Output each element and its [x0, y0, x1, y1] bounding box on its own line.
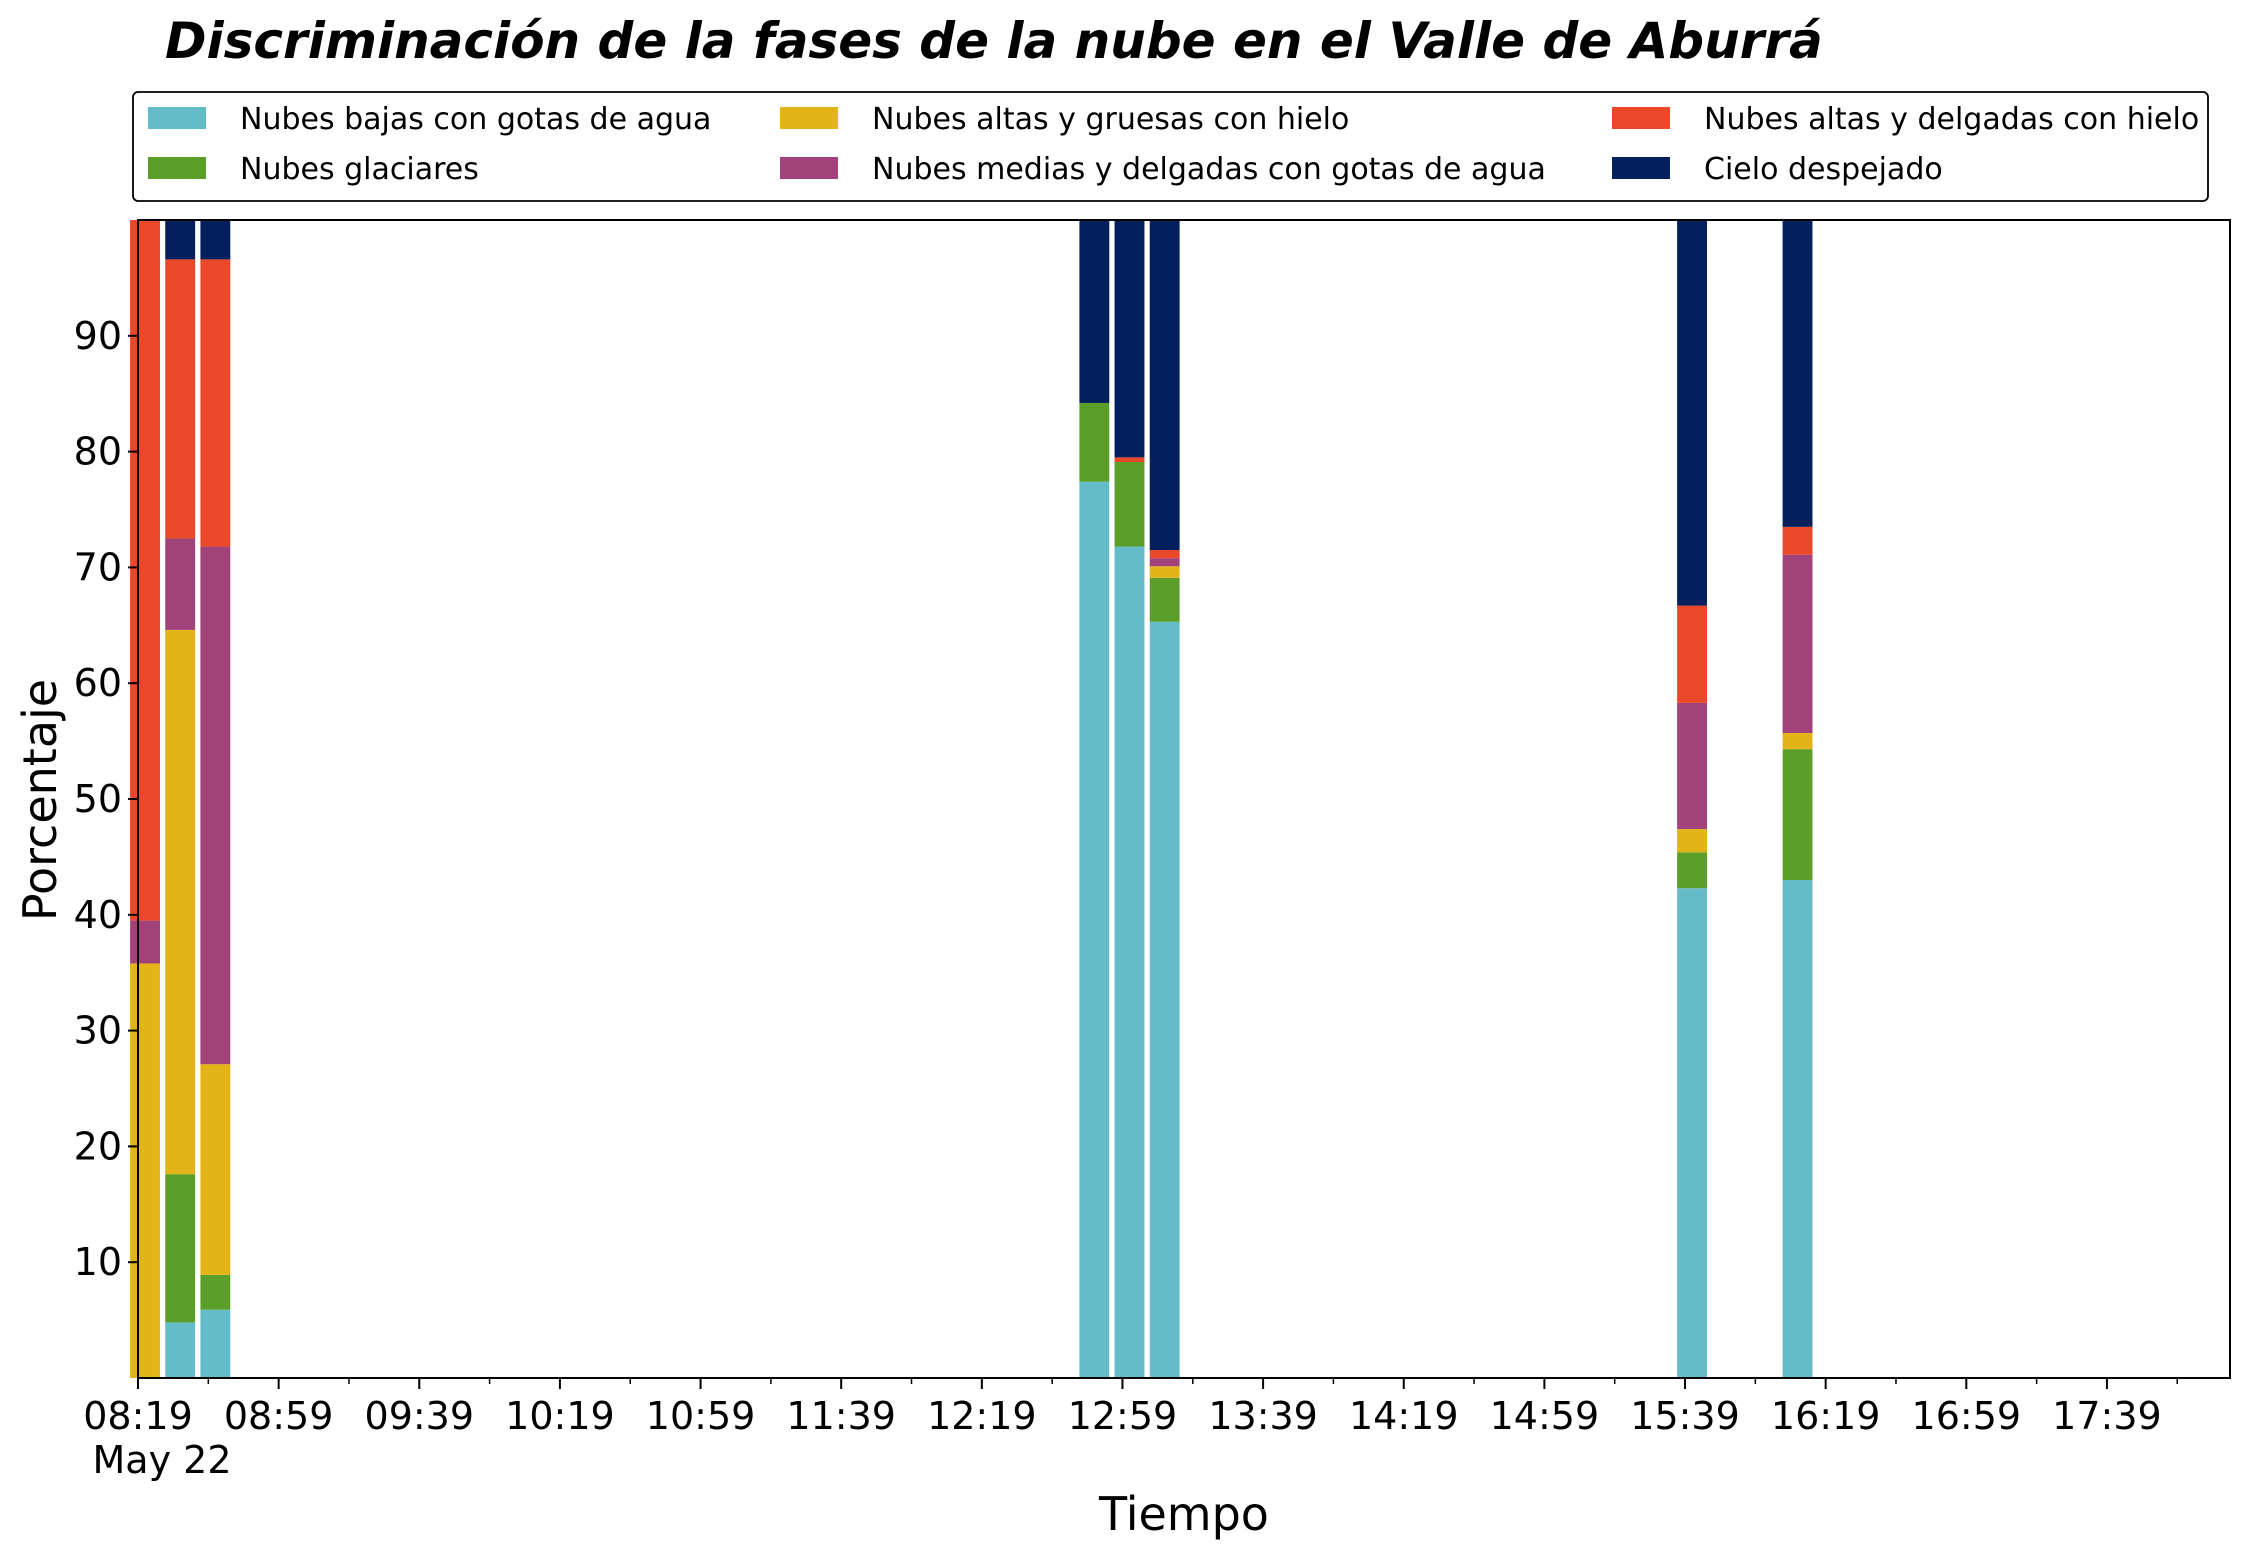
- x-tick-label: 15:39: [1630, 1394, 1740, 1438]
- bar-segment: [1677, 829, 1707, 853]
- x-date-label: May 22: [93, 1438, 232, 1482]
- x-tick-label: 16:19: [1771, 1394, 1881, 1438]
- bar-segment: [1677, 888, 1707, 1378]
- bar-segment: [1782, 526, 1813, 555]
- chart-title: Discriminación de la fases de la nube en…: [165, 12, 1823, 70]
- bar-segment: [1114, 546, 1145, 1378]
- legend-swatch: [1612, 157, 1670, 179]
- bar-segment: [1149, 220, 1180, 551]
- bar-segment: [1782, 220, 1813, 527]
- bar-segment: [200, 1064, 231, 1275]
- legend-swatch: [1612, 107, 1670, 129]
- bar-segment: [1079, 402, 1110, 482]
- bar-segment: [1079, 481, 1110, 1379]
- bar-segment: [1149, 550, 1180, 559]
- x-tick-label: 09:39: [365, 1394, 475, 1438]
- y-tick-label: 10: [74, 1240, 122, 1284]
- bar-segment: [1149, 577, 1180, 622]
- x-tick-label: 08:19: [83, 1394, 193, 1438]
- x-axis: 08:19 08:59 09:39 10:19 10:59 11:39 12:19 12:59…: [83, 1378, 2179, 1438]
- bar-segment: [200, 1309, 231, 1378]
- bar-segment: [200, 546, 231, 1065]
- bar-segment: [1149, 558, 1180, 567]
- legend-swatch: [780, 157, 838, 179]
- legend-label: Nubes bajas con gotas de agua: [240, 102, 711, 137]
- x-tick-label: 16:59: [1912, 1394, 2022, 1438]
- bar-segment: [1782, 880, 1813, 1378]
- bar-segment: [1114, 457, 1145, 463]
- bar-segment: [200, 220, 231, 260]
- bar-segment: [1114, 220, 1145, 458]
- bar-segment: [1079, 220, 1110, 403]
- legend-frame: [132, 91, 2209, 202]
- y-tick-label: 90: [74, 314, 122, 358]
- bar-segment: [1149, 621, 1180, 1378]
- bar-segment: [165, 1322, 196, 1378]
- x-tick-label: 13:39: [1208, 1394, 1318, 1438]
- bar-segment: [1677, 852, 1707, 889]
- plot-area: 10 20 30 40 50 60 70 80 90 08:19 08:59 09:39 10:19 1…: [74, 219, 2231, 1438]
- bars-group: [130, 220, 1813, 1379]
- legend-swatch: [148, 107, 206, 129]
- bar-segment: [1114, 462, 1145, 547]
- x-tick-label: 12:19: [927, 1394, 1037, 1438]
- legend: Nubes bajas con gotas de agua Nubes glaci…: [132, 91, 2209, 202]
- x-tick-label: 10:59: [646, 1394, 756, 1438]
- x-tick-label: 10:19: [505, 1394, 615, 1438]
- x-tick-label: 17:39: [2052, 1394, 2162, 1438]
- bar-segment: [165, 538, 196, 630]
- bar-segment: [1782, 732, 1813, 750]
- y-tick-label: 80: [74, 430, 122, 474]
- legend-label: Nubes medias y delgadas con gotas de agu…: [872, 152, 1546, 187]
- y-tick-label: 30: [74, 1009, 122, 1053]
- y-tick-label: 60: [74, 661, 122, 705]
- x-tick-label: 14:19: [1349, 1394, 1459, 1438]
- y-tick-label: 70: [74, 545, 122, 589]
- bar-segment: [130, 963, 160, 1378]
- bar-segment: [165, 220, 196, 260]
- bar-segment: [165, 629, 196, 1175]
- x-tick-label: 12:59: [1068, 1394, 1178, 1438]
- x-axis-label: Tiempo: [1098, 1487, 1269, 1541]
- legend-label: Nubes altas y delgadas con hielo: [1704, 102, 2199, 137]
- legend-label: Nubes glaciares: [240, 152, 479, 187]
- bar-segment: [165, 259, 196, 539]
- legend-swatch: [780, 107, 838, 129]
- legend-label: Nubes altas y gruesas con hielo: [872, 102, 1349, 137]
- y-tick-label: 50: [74, 777, 122, 821]
- x-tick-label: 08:59: [224, 1394, 334, 1438]
- bar-segment: [1677, 702, 1707, 830]
- bar-segment: [1677, 220, 1707, 606]
- bar-segment: [200, 1274, 231, 1310]
- bar-segment: [1782, 749, 1813, 881]
- bar-segment: [165, 1174, 196, 1323]
- y-tick-label: 20: [74, 1124, 122, 1168]
- y-tick-label: 40: [74, 893, 122, 937]
- x-tick-label: 11:39: [786, 1394, 896, 1438]
- x-tick-label: 14:59: [1490, 1394, 1600, 1438]
- bar-segment: [200, 259, 231, 547]
- bar-segment: [1782, 554, 1813, 733]
- bar-segment: [1149, 566, 1180, 578]
- plot-frame: [137, 219, 2231, 1379]
- legend-swatch: [148, 157, 206, 179]
- bar-segment: [1677, 605, 1707, 703]
- y-axis-label: Porcentaje: [13, 679, 67, 921]
- bar-segment: [130, 220, 160, 921]
- bar-segment: [130, 920, 160, 964]
- y-axis: 10 20 30 40 50 60 70 80 90: [74, 314, 138, 1284]
- legend-label: Cielo despejado: [1704, 152, 1943, 187]
